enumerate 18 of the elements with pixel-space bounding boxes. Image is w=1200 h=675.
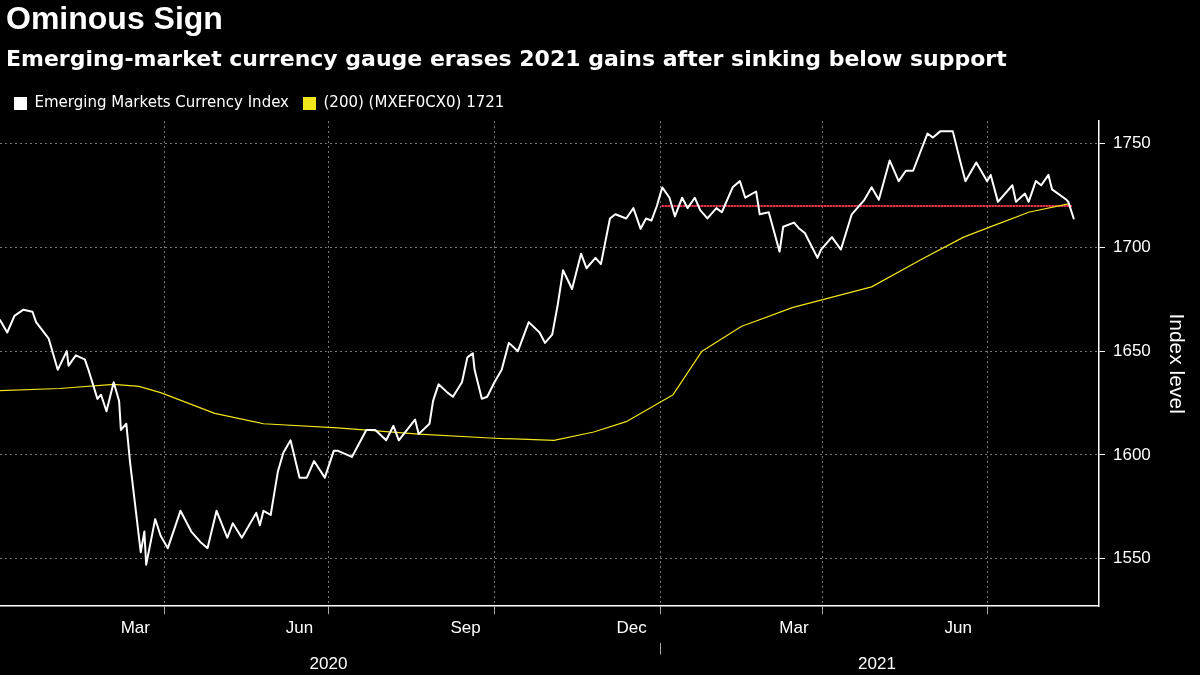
y-axis-title: Index level [1165, 313, 1189, 414]
legend-label: Emerging Markets Currency Index [34, 93, 290, 112]
x-tick-label: Jun [285, 618, 314, 638]
x2-tick-label: 2020 [309, 654, 348, 674]
legend-label: (200) (MXEF0CX0) 1721 [323, 93, 505, 112]
y-tick-label: 1750 [1112, 133, 1151, 153]
y-tick-label: 1650 [1112, 340, 1151, 360]
y-tick-label: 1600 [1112, 444, 1151, 464]
chart-title: Ominous Sign [6, 0, 223, 37]
y-tick-label: 1550 [1112, 548, 1151, 568]
x-tick-label: Dec [616, 618, 648, 638]
x2-tick-label: 2021 [858, 654, 896, 674]
x-tick-label: Jun [944, 618, 972, 638]
x-tick-label: Sep [450, 618, 481, 638]
y-tick-label: 1700 [1112, 237, 1151, 257]
chart-subtitle: Emerging-market currency gauge erases 2021 gains after sinking below support [6, 46, 1007, 71]
x-tick-label: Mar [779, 618, 809, 638]
x-tick-label: Mar [120, 618, 151, 638]
